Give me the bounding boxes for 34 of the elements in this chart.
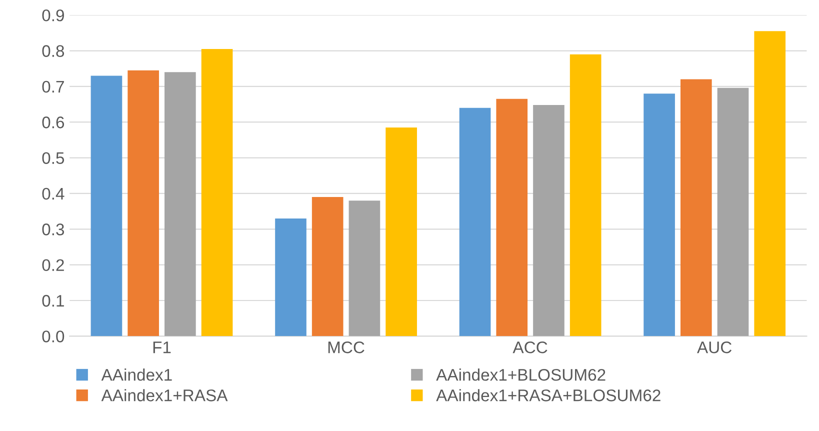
bar [717,88,749,336]
bar [312,197,344,336]
legend-label: AAindex1 [101,368,172,381]
bar [459,108,491,336]
y-tick-label: 0.8 [42,45,64,57]
bar [201,48,233,336]
bar [348,200,380,336]
bar [754,31,786,336]
legend-label: AAindex1+RASA [101,389,228,402]
bar [496,98,528,336]
legend-label: AAindex1+BLOSUM62 [436,368,606,381]
legend-label: AAindex1+RASA+BLOSUM62 [436,389,660,402]
bar [533,104,564,336]
x-tick-label: MCC [328,341,364,354]
y-tick-label: 0.9 [42,9,64,22]
bar [570,54,602,336]
y-tick-label: 0.2 [42,259,64,272]
bar [128,70,159,336]
x-tick-label: ACC [512,341,548,354]
x-tick-label: F1 [153,342,171,354]
bar [90,76,122,336]
bar [386,127,417,336]
y-tick-label: 0.4 [42,188,64,200]
y-tick-label: 0.0 [42,330,64,342]
bar [275,218,306,336]
y-tick-label: 0.1 [42,294,64,307]
y-tick-label: 0.3 [42,224,64,236]
bar [680,79,712,336]
y-tick-label: 0.6 [42,116,64,128]
bar [164,72,196,336]
y-tick-label: 0.5 [42,152,64,164]
bar [644,94,675,336]
x-tick-label: AUC [697,341,732,354]
y-tick-label: 0.7 [42,80,64,93]
